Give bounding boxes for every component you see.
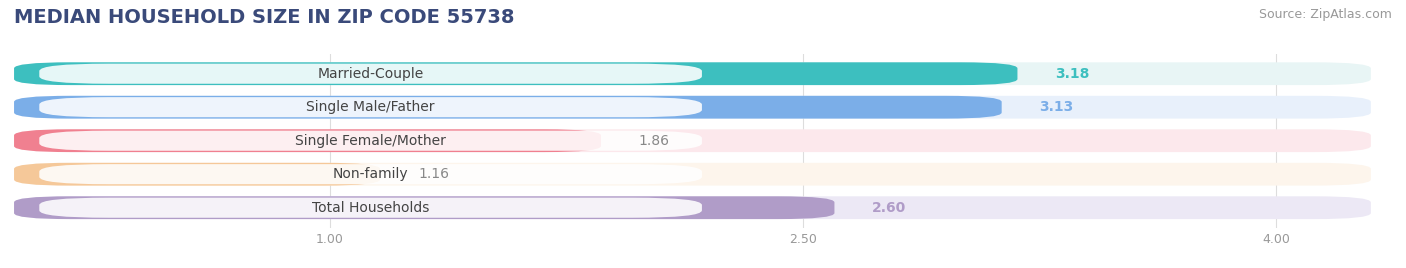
FancyBboxPatch shape [14,163,380,186]
Text: Single Female/Mother: Single Female/Mother [295,134,446,148]
Text: 3.13: 3.13 [1039,100,1074,114]
Text: Non-family: Non-family [333,167,408,181]
FancyBboxPatch shape [14,62,1371,85]
FancyBboxPatch shape [39,131,702,151]
FancyBboxPatch shape [39,64,702,84]
Text: Married-Couple: Married-Couple [318,67,423,81]
FancyBboxPatch shape [39,198,702,218]
Text: Single Male/Father: Single Male/Father [307,100,434,114]
Text: Source: ZipAtlas.com: Source: ZipAtlas.com [1258,8,1392,21]
FancyBboxPatch shape [39,97,702,117]
Text: 3.18: 3.18 [1056,67,1090,81]
FancyBboxPatch shape [14,129,600,152]
FancyBboxPatch shape [14,96,1001,118]
FancyBboxPatch shape [14,62,1018,85]
Text: 1.86: 1.86 [638,134,669,148]
Text: 2.60: 2.60 [872,201,907,215]
FancyBboxPatch shape [14,196,1371,219]
Text: MEDIAN HOUSEHOLD SIZE IN ZIP CODE 55738: MEDIAN HOUSEHOLD SIZE IN ZIP CODE 55738 [14,8,515,27]
Text: Total Households: Total Households [312,201,429,215]
FancyBboxPatch shape [14,196,834,219]
FancyBboxPatch shape [14,163,1371,186]
FancyBboxPatch shape [14,96,1371,118]
FancyBboxPatch shape [14,129,1371,152]
Text: 1.16: 1.16 [418,167,449,181]
FancyBboxPatch shape [39,164,702,184]
